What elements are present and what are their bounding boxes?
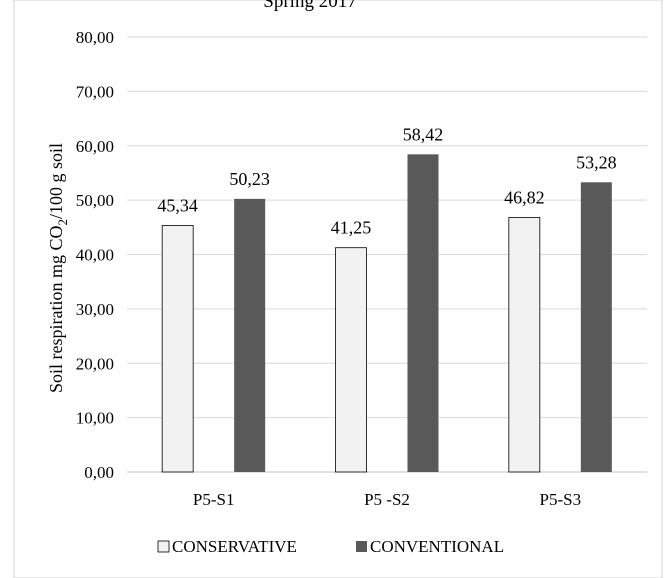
gridlines xyxy=(127,36,647,473)
x-tick-label: P5-S3 xyxy=(540,490,582,509)
x-axis-ticks: P5-S1 P5 -S2 P5-S3 xyxy=(193,490,581,509)
legend-swatch-conventional xyxy=(356,541,367,552)
y-axis-title-tail: /100 g soil xyxy=(46,143,66,219)
x-tick-label: P5-S1 xyxy=(193,490,235,509)
y-tick-label: 80,00 xyxy=(76,28,114,47)
x-tick-label: P5 -S2 xyxy=(364,490,410,509)
y-tick-label: 30,00 xyxy=(76,300,114,319)
data-label: 50,23 xyxy=(229,169,270,189)
legend-label-conventional: CONVENTIONAL xyxy=(370,537,504,556)
data-label: 53,28 xyxy=(576,152,617,172)
data-label: 45,34 xyxy=(157,195,198,215)
bar-conservative-1 xyxy=(161,225,194,473)
y-axis-title-main: Soil respiration mg CO xyxy=(46,226,66,394)
legend: CONSERVATIVE CONVENTIONAL xyxy=(157,537,504,556)
data-label: 58,42 xyxy=(403,124,444,144)
y-axis-title: Soil respiration mg CO2/100 g soil xyxy=(46,143,70,393)
y-tick-label: 0,00 xyxy=(84,463,114,482)
y-tick-label: 20,00 xyxy=(76,354,114,373)
y-tick-label: 40,00 xyxy=(76,246,114,265)
data-label: 41,25 xyxy=(331,218,372,238)
bar-conservative-2 xyxy=(335,247,367,473)
data-labels: 45,34 50,23 41,25 58,42 46,82 53,28 xyxy=(157,124,616,237)
y-axis-title-subscript: 2 xyxy=(55,219,70,226)
legend-swatch-conservative xyxy=(157,540,170,553)
chart-title: Spring 2017 xyxy=(263,0,356,12)
bar-conservative-3 xyxy=(508,217,541,473)
y-tick-label: 10,00 xyxy=(76,409,114,428)
y-tick-label: 50,00 xyxy=(76,191,114,210)
y-tick-label: 60,00 xyxy=(76,137,114,156)
chart-frame xyxy=(13,0,663,578)
bar-conventional-1 xyxy=(234,198,266,472)
bar-conventional-2 xyxy=(407,154,439,472)
bars xyxy=(161,154,612,473)
bar-conventional-3 xyxy=(580,182,612,473)
data-label: 46,82 xyxy=(504,187,545,207)
legend-label-conservative: CONSERVATIVE xyxy=(172,537,297,556)
y-axis-ticks: 0,00 10,00 20,00 30,00 40,00 50,00 60,00 70,00 8… xyxy=(76,28,114,482)
y-tick-label: 70,00 xyxy=(76,82,114,101)
